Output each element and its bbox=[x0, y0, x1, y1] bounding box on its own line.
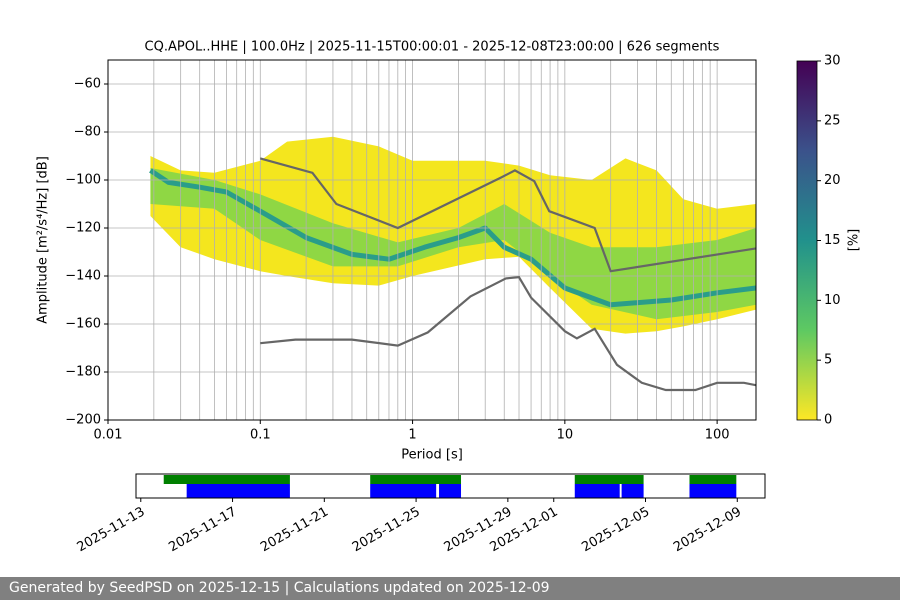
y-tick-label: −120 bbox=[65, 221, 101, 236]
colorbar-tick-label: 30 bbox=[824, 54, 841, 69]
colorbar-tick-label: 15 bbox=[824, 233, 841, 248]
timeline-frame bbox=[135, 473, 766, 499]
y-tick-label: −180 bbox=[65, 365, 101, 380]
mode-line bbox=[149, 168, 756, 308]
colorbar-tick-label: 0 bbox=[824, 413, 832, 428]
colorbar-label: [%] bbox=[847, 229, 862, 252]
available-bar bbox=[689, 475, 737, 484]
available-bar bbox=[574, 475, 644, 484]
y-axis-label: Amplitude [m²/s⁴/Hz] [dB] bbox=[36, 156, 51, 324]
used-bar bbox=[574, 484, 620, 498]
x-tick-label: 2025-12-05 bbox=[579, 505, 652, 556]
used-bar bbox=[689, 484, 737, 498]
chart-title: CQ.APOL..HHE | 100.0Hz | 2025-11-15T00:0… bbox=[145, 40, 720, 55]
x-tick-label: 0.01 bbox=[94, 428, 123, 443]
used-bar bbox=[186, 484, 290, 498]
y-tick-label: −60 bbox=[74, 77, 101, 92]
x-tick-label: 100 bbox=[705, 428, 730, 443]
x-tick-label: 2025-12-09 bbox=[671, 505, 744, 556]
x-tick-label: 2025-11-25 bbox=[350, 505, 423, 556]
colorbar-tick-label: 5 bbox=[824, 353, 832, 368]
y-tick-label: −200 bbox=[65, 413, 101, 428]
colorbar bbox=[796, 60, 818, 421]
y-tick-label: −160 bbox=[65, 317, 101, 332]
x-tick-label: 2025-11-21 bbox=[258, 505, 331, 556]
y-tick-label: −140 bbox=[65, 269, 101, 284]
x-tick-label: 0.1 bbox=[250, 428, 271, 443]
chart: CQ.APOL..HHE | 100.0Hz | 2025-11-15T00:0… bbox=[36, 40, 862, 556]
density-band bbox=[150, 168, 756, 320]
plot-layer bbox=[108, 60, 756, 420]
noise-model bbox=[259, 157, 756, 273]
used-bar bbox=[621, 484, 644, 498]
x-axis-label: Period [s] bbox=[401, 448, 463, 463]
x-tick-label: 1 bbox=[408, 428, 416, 443]
available-bar bbox=[370, 475, 462, 484]
colorbar-tick-label: 20 bbox=[824, 173, 841, 188]
y-tick-label: −100 bbox=[65, 173, 101, 188]
y-tick-label: −80 bbox=[74, 125, 101, 140]
x-tick-label: 10 bbox=[557, 428, 574, 443]
used-bar bbox=[370, 484, 437, 498]
x-tick-label: 2025-11-13 bbox=[75, 505, 148, 556]
footer: Generated by SeedPSD on 2025-12-15 | Cal… bbox=[0, 577, 900, 600]
colorbar-tick-label: 10 bbox=[824, 293, 841, 308]
noise-model bbox=[260, 276, 756, 392]
x-tick-label: 2025-11-17 bbox=[166, 505, 239, 556]
plot-frame bbox=[107, 59, 757, 421]
colorbar-tick-label: 25 bbox=[824, 113, 841, 128]
available-bar bbox=[163, 475, 290, 484]
used-bar bbox=[439, 484, 462, 498]
